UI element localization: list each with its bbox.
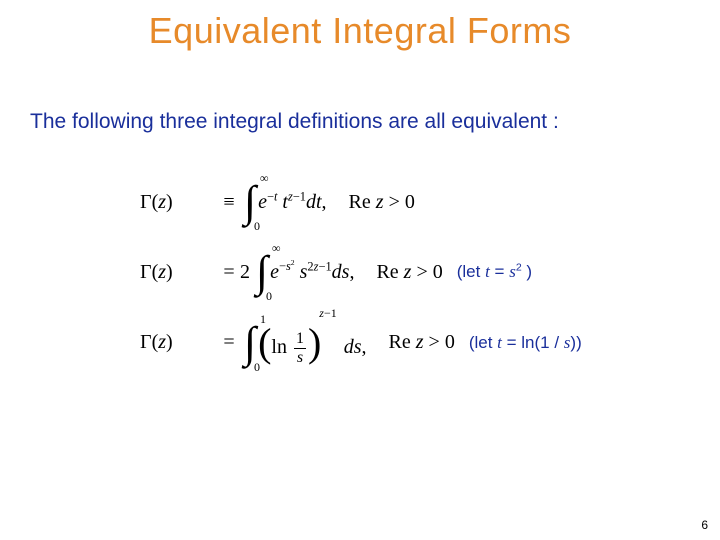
eq2-integrand: e−s2 s2z−1ds,: [270, 261, 354, 284]
eq2-relation: =: [218, 261, 240, 284]
eq1-lhs: Γ(z): [140, 191, 218, 214]
eq3-condition: Re z > 0: [389, 331, 455, 354]
eq3-relation: =: [218, 331, 240, 354]
eq1-lower-limit: 0: [254, 220, 260, 232]
eq2-prefix: 2: [240, 261, 250, 284]
eq3-integrand: (ln 1s)z−1 ds,: [258, 320, 366, 366]
eq3-integral: ∫ 1 0 (ln 1s)z−1 ds,: [240, 320, 367, 366]
eq2-note: (let t = s2 ): [457, 262, 532, 282]
eq1-integral: ∫ ∞ 0 e−t tz−1dt,: [240, 180, 327, 224]
slide-title: Equivalent Integral Forms: [0, 10, 720, 52]
intro-text: The following three integral definitions…: [30, 110, 559, 134]
eq3-note: (let t = ln(1 / s)): [469, 333, 582, 353]
eq2-condition: Re z > 0: [376, 261, 442, 284]
equations-block: Γ(z) ≡ ∫ ∞ 0 e−t tz−1dt, Re z > 0 Γ(z) =…: [140, 180, 680, 392]
slide: Equivalent Integral Forms The following …: [0, 0, 720, 540]
eq3-lhs: Γ(z): [140, 331, 218, 354]
eq2-integral: 2 ∫ ∞ 0 e−s2 s2z−1ds,: [240, 250, 354, 294]
equation-3: Γ(z) = ∫ 1 0 (ln 1s)z−1 ds, Re z > 0 (le…: [140, 320, 680, 366]
equation-1: Γ(z) ≡ ∫ ∞ 0 e−t tz−1dt, Re z > 0: [140, 180, 680, 224]
eq1-relation: ≡: [218, 191, 240, 214]
eq2-upper-limit: ∞: [272, 242, 281, 254]
integral-icon: ∫ ∞ 0: [256, 250, 268, 294]
page-number: 6: [701, 518, 708, 532]
eq2-lhs: Γ(z): [140, 261, 218, 284]
equation-2: Γ(z) = 2 ∫ ∞ 0 e−s2 s2z−1ds, Re z > 0 (l…: [140, 250, 680, 294]
eq1-upper-limit: ∞: [260, 172, 269, 184]
eq1-condition: Re z > 0: [349, 191, 415, 214]
integral-icon: ∫ ∞ 0: [244, 180, 256, 224]
integral-icon: ∫ 1 0: [244, 321, 256, 365]
eq1-integrand: e−t tz−1dt,: [258, 191, 326, 214]
eq2-lower-limit: 0: [266, 290, 272, 302]
